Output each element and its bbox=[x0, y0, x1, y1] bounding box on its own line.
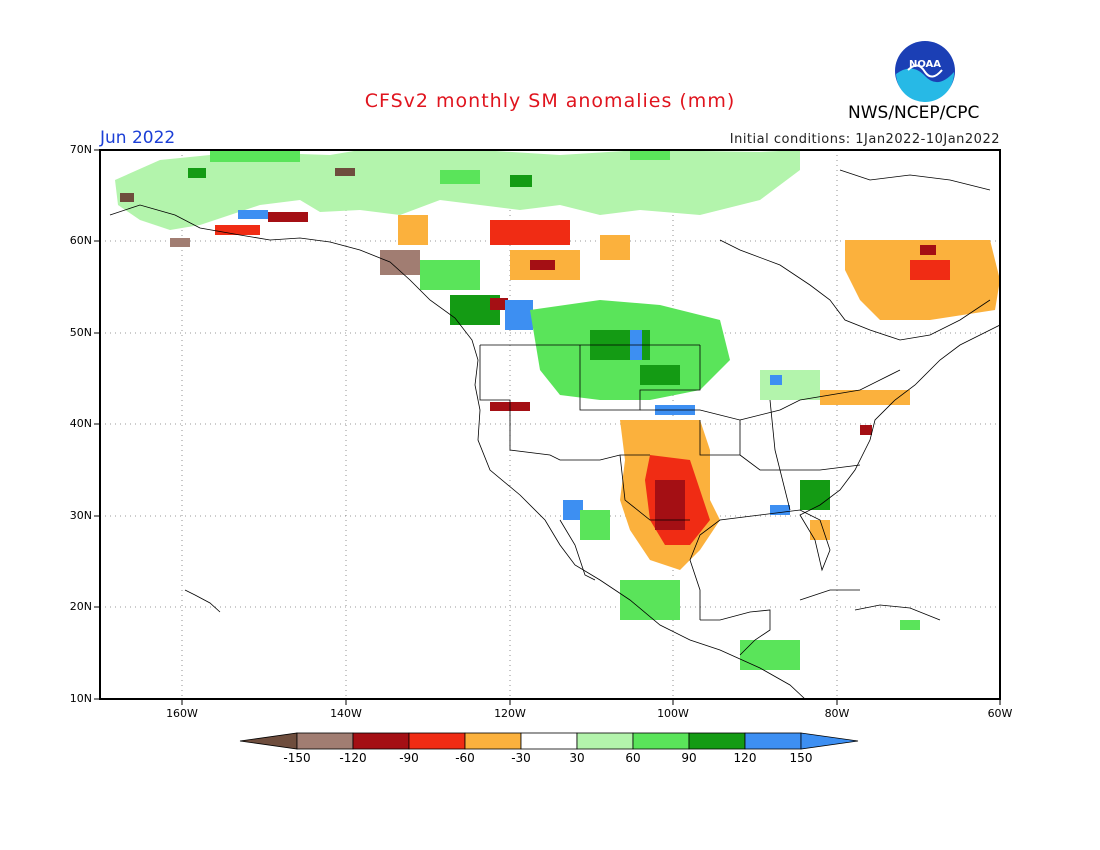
colorbar bbox=[239, 732, 859, 750]
initial-conditions: Initial conditions: 1Jan2022-10Jan2022 bbox=[729, 132, 1000, 147]
colorbar-label: -30 bbox=[511, 751, 531, 765]
lon-label: 80W bbox=[824, 707, 850, 720]
chart-title: CFSv2 monthly SM anomalies (mm) bbox=[364, 90, 736, 112]
colorbar-low-arrow bbox=[239, 732, 298, 750]
colorbar-label: -150 bbox=[283, 751, 311, 765]
lat-label: 10N bbox=[69, 692, 92, 705]
ticks bbox=[94, 149, 1001, 705]
colorbar-label: 120 bbox=[733, 751, 757, 765]
colorbar-label: 60 bbox=[625, 751, 641, 765]
lat-label: 60N bbox=[69, 234, 92, 247]
lon-label: 100W bbox=[657, 707, 689, 720]
colorbar-label: 30 bbox=[569, 751, 585, 765]
coastlines bbox=[109, 169, 1001, 700]
anomaly-cells bbox=[115, 150, 1000, 670]
lon-label: 160W bbox=[166, 707, 198, 720]
lat-label: 40N bbox=[69, 417, 92, 430]
colorbar-label: -120 bbox=[339, 751, 367, 765]
forecast-month: Jun 2022 bbox=[100, 128, 176, 148]
agency-label: NWS/NCEP/CPC bbox=[848, 103, 980, 123]
colorbar-label: 150 bbox=[789, 751, 813, 765]
lon-label: 60W bbox=[987, 707, 1013, 720]
noaa-logo-text: NOAA bbox=[909, 59, 941, 70]
lat-label: 30N bbox=[69, 509, 92, 522]
colorbar-label: 90 bbox=[681, 751, 697, 765]
lon-label: 140W bbox=[330, 707, 362, 720]
colorbar-label: -60 bbox=[455, 751, 475, 765]
colorbar-high-arrow bbox=[800, 732, 859, 750]
lat-label: 50N bbox=[69, 326, 92, 339]
lat-label: 20N bbox=[69, 600, 92, 613]
lon-label: 120W bbox=[494, 707, 526, 720]
noaa-logo: NOAA bbox=[894, 40, 956, 106]
lat-label: 70N bbox=[69, 143, 92, 156]
colorbar-label: -90 bbox=[399, 751, 419, 765]
